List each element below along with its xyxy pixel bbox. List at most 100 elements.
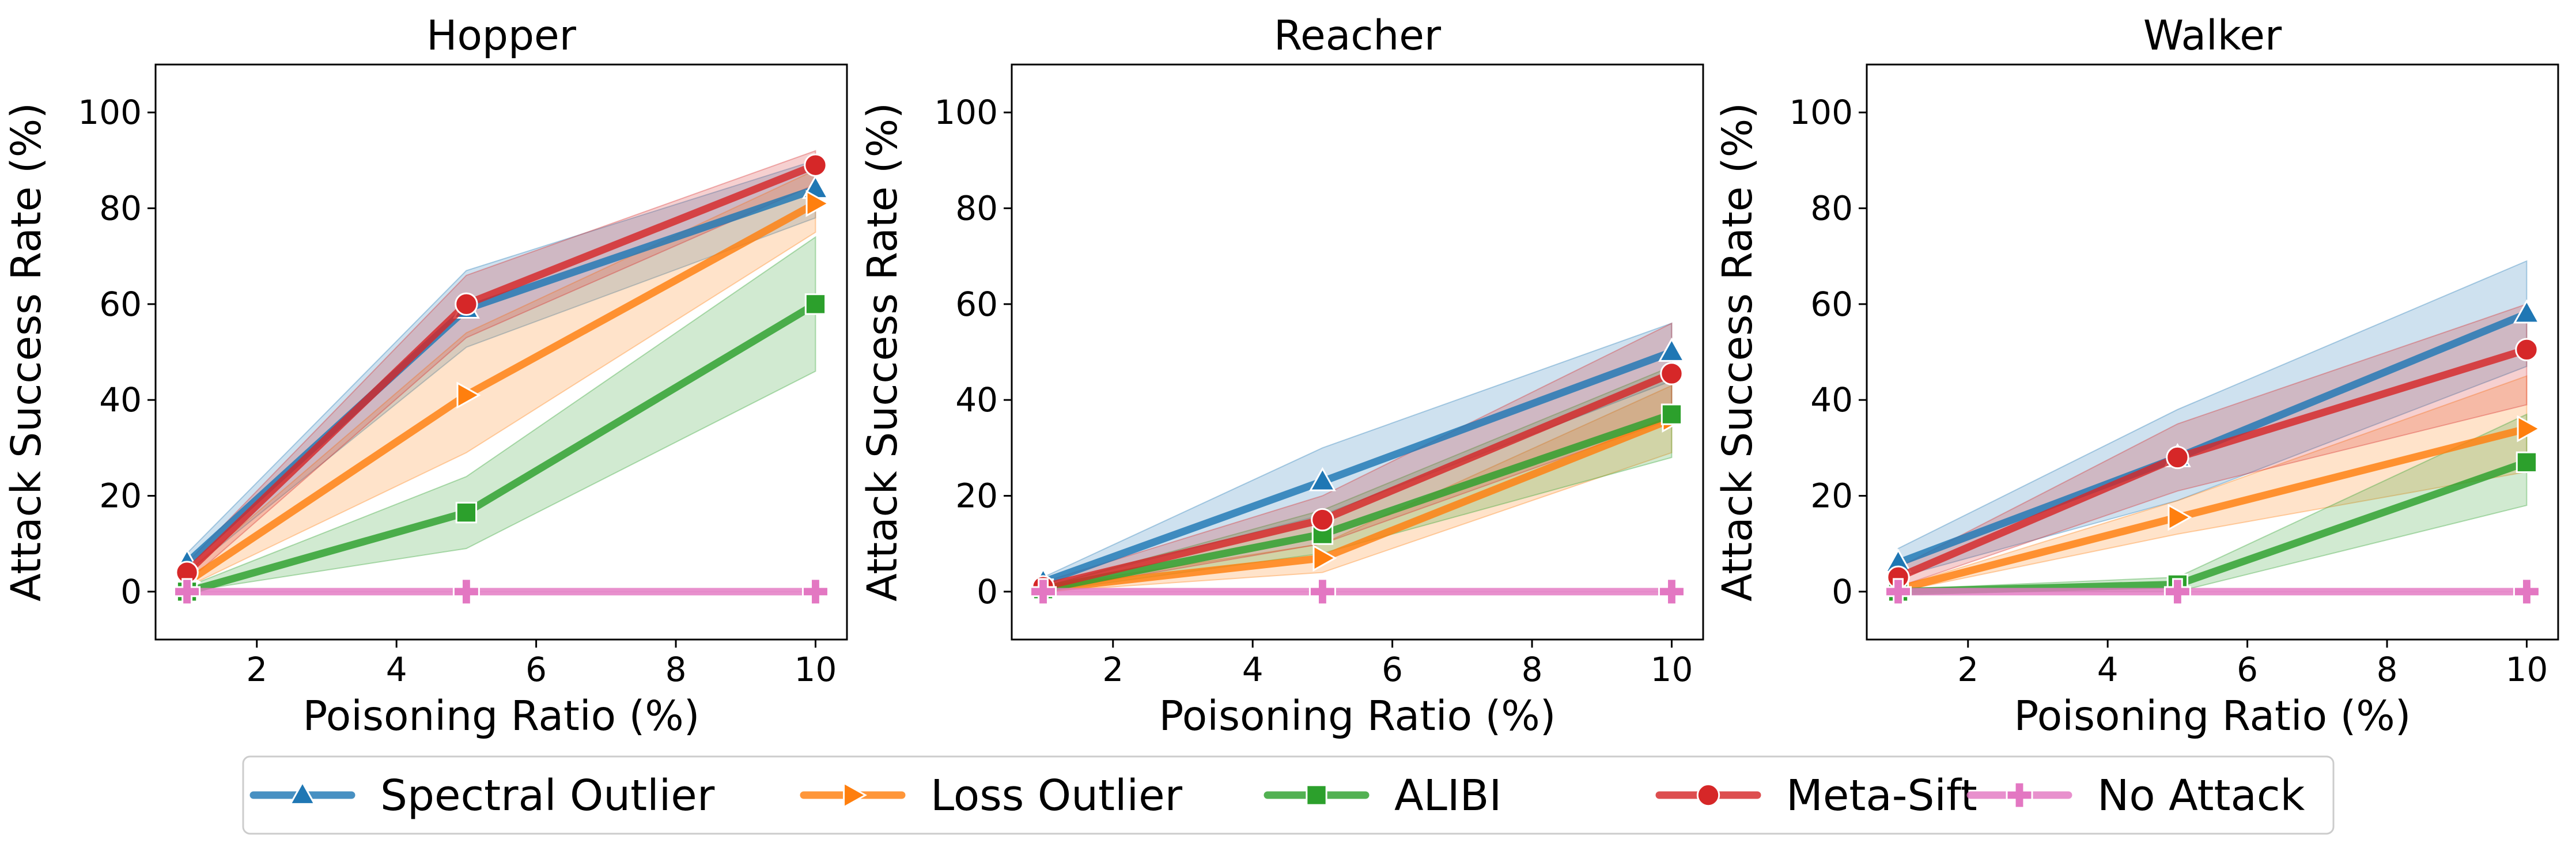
data-point-meta-sift	[455, 292, 478, 316]
data-point-meta-sift	[1660, 362, 1684, 385]
data-point-no-attack	[1030, 578, 1057, 606]
legend-marker	[289, 780, 316, 805]
axes-frame	[1866, 63, 2559, 641]
y-axis-label: Attack Success Rate (%)	[858, 103, 906, 602]
y-tick-label: 20	[99, 476, 142, 516]
x-tick-label: 8	[2377, 650, 2398, 689]
y-tick-label: 0	[120, 572, 142, 611]
data-point-loss-outlier	[2168, 504, 2192, 531]
series-lines	[1030, 337, 1686, 606]
data-point-meta-sift	[2166, 445, 2189, 470]
data-point-spectral-outlier	[1308, 467, 1336, 491]
x-tick-label: 10	[1651, 650, 1693, 689]
data-point-meta-sift	[804, 153, 827, 177]
x-tick-label: 6	[2237, 650, 2258, 689]
y-tick-label: 80	[1810, 189, 1853, 228]
y-tick-label: 60	[1810, 285, 1853, 324]
legend-label: ALIBI	[1394, 771, 1501, 820]
y-axis-label: Attack Success Rate (%)	[2, 103, 50, 602]
legend-label: Meta-Sift	[1786, 771, 1977, 820]
y-tick-label: 40	[955, 380, 998, 419]
legend-label: Loss Outlier	[930, 771, 1183, 820]
axes-frame	[154, 63, 848, 641]
data-point-no-attack	[1885, 578, 1912, 606]
data-point-spectral-outlier	[2513, 299, 2540, 324]
y-tick-label: 40	[99, 380, 142, 419]
x-tick-label: 2	[1102, 650, 1124, 689]
series-no-attack	[1030, 578, 1685, 606]
data-point-no-attack	[2513, 578, 2540, 606]
x-axis-label: Poisoning Ratio (%)	[1159, 692, 1556, 740]
data-point-alibi	[804, 293, 827, 315]
legend-marker	[1306, 784, 1327, 806]
y-tick-label: 100	[1789, 93, 1853, 132]
x-tick-label: 4	[2097, 650, 2119, 689]
legend: Spectral Outlier Loss Outlier ALIBI Meta-Si…	[242, 755, 2335, 835]
data-point-no-attack	[1308, 578, 1336, 606]
y-tick-label: 60	[955, 285, 998, 324]
x-tick-label: 10	[2506, 650, 2548, 689]
panel-title: Reacher	[1274, 12, 1442, 59]
legend-marker	[843, 781, 868, 809]
data-point-no-attack	[1658, 578, 1685, 606]
series-no-attack	[173, 578, 829, 606]
data-point-no-attack	[452, 578, 480, 606]
legend-item-spectral-outlier: Spectral Outlier	[249, 771, 715, 820]
data-point-alibi	[1660, 403, 1683, 425]
x-tick-label: 4	[1242, 650, 1264, 689]
y-axis-label: Attack Success Rate (%)	[1713, 103, 1761, 602]
data-point-meta-sift	[1311, 508, 1334, 532]
x-tick-label: 2	[246, 650, 267, 689]
legend-item-no-attack: No Attack	[1966, 771, 2305, 820]
data-point-no-attack	[801, 578, 829, 606]
series-lines	[173, 153, 830, 606]
y-tick-label: 0	[1832, 572, 1853, 611]
data-point-alibi	[2516, 451, 2538, 473]
data-point-loss-outlier	[805, 190, 830, 217]
data-point-loss-outlier	[2517, 415, 2541, 442]
y-tick-label: 80	[955, 189, 998, 228]
series-lines	[1885, 299, 2541, 606]
series-no-attack	[1885, 578, 2540, 606]
legend-marker	[1696, 783, 1720, 807]
legend-marker	[2006, 781, 2033, 809]
x-tick-label: 8	[1522, 650, 1543, 689]
legend-item-alibi: ALIBI	[1264, 771, 1501, 820]
y-tick-label: 80	[99, 189, 142, 228]
x-axis-label: Poisoning Ratio (%)	[2014, 692, 2411, 740]
data-point-spectral-outlier	[1658, 337, 1685, 362]
y-tick-label: 100	[78, 93, 142, 132]
y-tick-label: 0	[977, 572, 998, 611]
y-tick-label: 40	[1810, 380, 1853, 419]
legend-label: Spectral Outlier	[380, 771, 715, 820]
x-axis-label: Poisoning Ratio (%)	[303, 692, 700, 740]
y-tick-label: 60	[99, 285, 142, 324]
y-tick-label: 20	[955, 476, 998, 516]
data-point-no-attack	[2163, 578, 2191, 606]
x-tick-label: 4	[386, 650, 407, 689]
x-tick-label: 6	[525, 650, 547, 689]
data-point-no-attack	[173, 578, 201, 606]
data-point-loss-outlier	[1312, 544, 1337, 572]
legend-item-loss-outlier: Loss Outlier	[800, 771, 1183, 820]
x-tick-label: 6	[1382, 650, 1403, 689]
data-point-alibi	[455, 501, 478, 524]
y-tick-label: 100	[934, 93, 998, 132]
panel-title: Walker	[2143, 12, 2282, 59]
series-meta-sift	[175, 153, 827, 584]
legend-label: No Attack	[2097, 771, 2305, 820]
x-tick-label: 8	[665, 650, 687, 689]
y-tick-label: 20	[1810, 476, 1853, 516]
x-tick-label: 2	[1957, 650, 1979, 689]
legend-item-meta-sift: Meta-Sift	[1655, 771, 1977, 820]
data-point-loss-outlier	[456, 381, 481, 409]
data-point-meta-sift	[2515, 338, 2539, 362]
x-tick-label: 10	[795, 650, 837, 689]
axes-frame	[1011, 63, 1704, 641]
